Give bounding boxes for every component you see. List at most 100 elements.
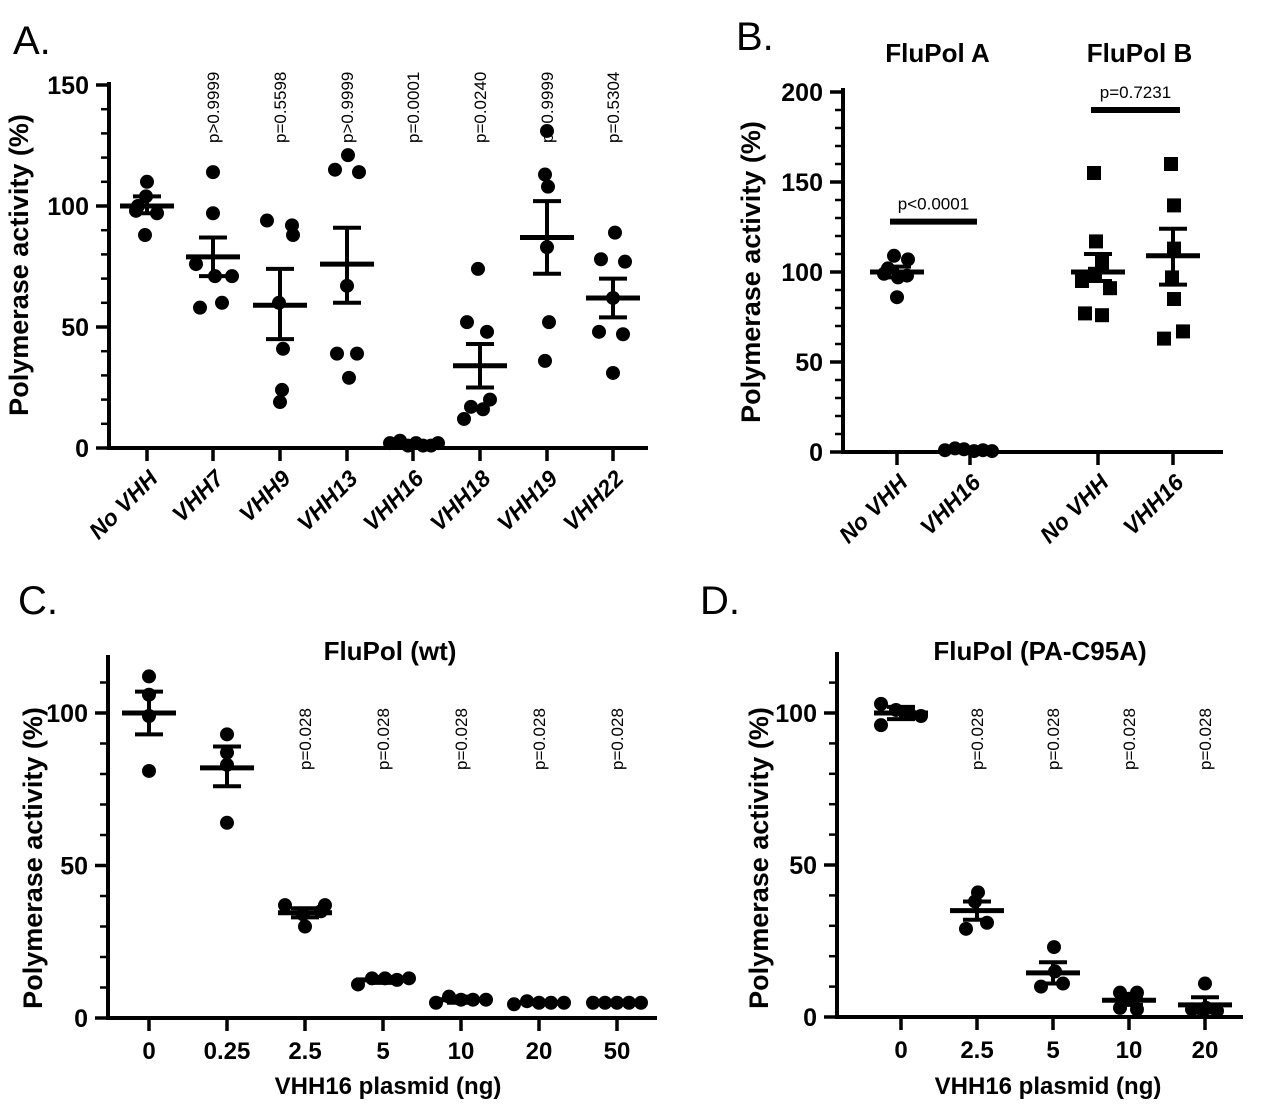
data-point-square xyxy=(1103,281,1117,296)
data-point xyxy=(215,295,229,310)
data-point xyxy=(1034,979,1048,994)
data-point xyxy=(1198,976,1212,991)
p-value-label: p=0.028 xyxy=(1044,708,1063,770)
group-50: 50 xyxy=(586,995,648,1065)
group-label: 2.5 xyxy=(960,1037,993,1064)
data-point xyxy=(193,300,207,315)
p-value-label: p=0.028 xyxy=(968,708,987,770)
panel-title: FluPol (wt) xyxy=(324,636,457,666)
data-point xyxy=(328,162,342,177)
data-point xyxy=(541,179,555,194)
group-No VHH: No VHH xyxy=(1035,166,1125,548)
data-point xyxy=(466,992,480,1007)
data-point-square xyxy=(1167,198,1181,213)
pair-title: FluPol B xyxy=(1087,38,1192,68)
group-label: 5 xyxy=(376,1038,389,1065)
group-VHH19: VHH19 xyxy=(492,123,574,536)
y-tick-label: 0 xyxy=(809,439,823,467)
data-point xyxy=(968,894,982,909)
data-point xyxy=(220,745,234,760)
y-tick-label: 150 xyxy=(781,169,823,197)
data-point xyxy=(634,995,648,1010)
data-point xyxy=(278,898,292,913)
data-point-square xyxy=(1164,157,1178,171)
data-point xyxy=(342,370,356,385)
group-label: VHH7 xyxy=(167,464,230,527)
data-point xyxy=(507,997,521,1012)
group-label: 0 xyxy=(894,1037,907,1064)
group-label: 20 xyxy=(1192,1037,1219,1064)
p-value-label: p<0.0001 xyxy=(898,195,969,214)
p-value-label: p=0.5598 xyxy=(271,72,290,143)
p-value-label: p=0.7231 xyxy=(1100,83,1171,102)
data-point xyxy=(402,971,416,986)
group-label: 50 xyxy=(604,1038,631,1065)
data-point-square xyxy=(1078,306,1092,321)
p-value-label: p=0.0240 xyxy=(471,72,490,143)
data-point xyxy=(594,252,608,267)
panel-B: B. 0 50 100 150 200 Polymerase activity (%) Flu… xyxy=(736,15,1223,548)
data-point xyxy=(959,921,973,936)
data-point xyxy=(887,248,901,263)
group-No VHH: No VHH xyxy=(84,174,174,544)
data-point xyxy=(610,995,624,1010)
data-point xyxy=(544,995,558,1010)
group-label: VHH16 xyxy=(1118,469,1189,540)
data-point xyxy=(586,995,600,1010)
group-VHH16: VHH16 xyxy=(915,441,999,540)
group-0: 0 xyxy=(874,696,928,1064)
data-point xyxy=(592,324,606,339)
data-point xyxy=(378,971,392,986)
group-2.5: 2.5 xyxy=(950,885,1004,1064)
group-VHH16: VHH16 xyxy=(1118,157,1200,540)
y-tick-label: 100 xyxy=(47,193,89,221)
data-point xyxy=(454,992,468,1007)
data-point xyxy=(1048,964,1062,979)
y-tick-label: 100 xyxy=(775,700,817,728)
group-5: 5 xyxy=(1026,940,1080,1064)
data-point xyxy=(608,225,622,240)
data-point xyxy=(276,341,290,356)
p-value-label: p>0.9999 xyxy=(338,72,357,143)
data-point xyxy=(351,977,365,992)
data-point xyxy=(340,278,354,293)
data-point-square xyxy=(1165,270,1179,285)
data-point-square xyxy=(1167,241,1181,256)
group-label: VHH9 xyxy=(234,465,296,527)
data-point xyxy=(540,123,554,138)
panel-A: A. 0 50 100 150 Polymerase activity (%) No VHH… xyxy=(4,19,648,544)
data-point xyxy=(1196,1003,1210,1018)
data-point xyxy=(538,167,552,182)
data-point xyxy=(891,270,905,285)
p-value-label: p=0.028 xyxy=(608,708,627,770)
y-axis-label: Polymerase activity (%) xyxy=(4,114,34,416)
data-point xyxy=(208,269,222,284)
data-point xyxy=(273,395,287,410)
group-2.5: 2.5 xyxy=(278,898,332,1065)
data-point xyxy=(350,346,364,361)
data-point xyxy=(220,727,234,742)
data-point xyxy=(129,203,143,218)
group-label: 10 xyxy=(1116,1037,1143,1064)
data-point xyxy=(1056,976,1070,991)
group-label: VHH13 xyxy=(292,465,363,536)
data-point xyxy=(889,702,903,717)
data-point xyxy=(890,290,904,305)
data-point xyxy=(272,295,286,310)
data-point xyxy=(902,706,916,720)
y-tick-label: 50 xyxy=(60,853,88,881)
data-point xyxy=(286,228,300,243)
panel-letter: D. xyxy=(700,579,740,623)
group-label: 2.5 xyxy=(288,1038,321,1065)
p-value-label: p=0.028 xyxy=(452,708,471,770)
p-value-label: p>0.9999 xyxy=(204,72,223,143)
data-point xyxy=(314,904,328,919)
data-point xyxy=(483,392,497,407)
group-VHH22: VHH22 xyxy=(558,225,640,536)
data-point xyxy=(476,402,490,417)
data-point xyxy=(538,353,552,368)
group-label: VHH16 xyxy=(915,469,986,540)
p-value-label: p=0.5304 xyxy=(604,72,623,143)
